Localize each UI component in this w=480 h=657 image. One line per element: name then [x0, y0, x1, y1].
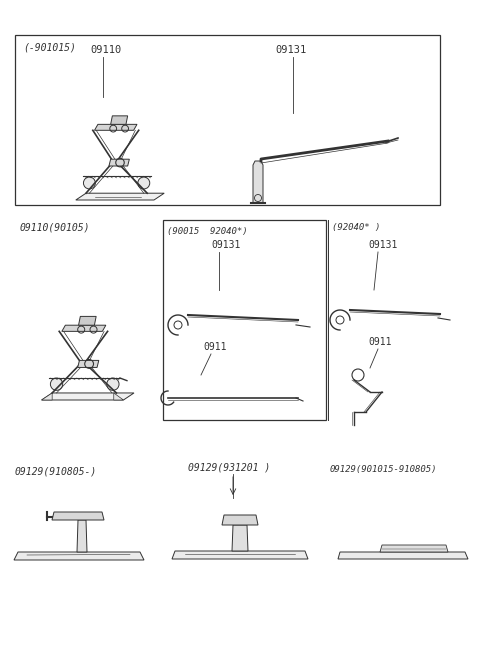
Circle shape — [84, 177, 96, 189]
Text: (92040* ): (92040* ) — [332, 223, 380, 232]
Polygon shape — [172, 551, 308, 559]
Text: 09129(901015-910805): 09129(901015-910805) — [330, 465, 437, 474]
Polygon shape — [52, 512, 104, 520]
Polygon shape — [14, 552, 144, 560]
Text: 0911: 0911 — [203, 342, 227, 352]
Text: 09131: 09131 — [211, 240, 240, 250]
Text: 0911: 0911 — [368, 337, 392, 347]
Text: (-901015): (-901015) — [23, 42, 76, 52]
Text: 09110(90105): 09110(90105) — [20, 222, 91, 232]
Bar — [15, 35, 440, 205]
Polygon shape — [42, 393, 52, 400]
Polygon shape — [62, 325, 106, 331]
Polygon shape — [109, 159, 129, 166]
Polygon shape — [253, 161, 263, 203]
Text: 09110: 09110 — [90, 45, 121, 55]
Polygon shape — [42, 393, 134, 400]
Polygon shape — [95, 124, 137, 130]
Polygon shape — [232, 525, 248, 551]
Circle shape — [107, 378, 119, 390]
Text: (90015  92040*): (90015 92040*) — [167, 227, 248, 236]
Polygon shape — [79, 317, 96, 325]
Circle shape — [50, 378, 63, 390]
Text: 09131: 09131 — [275, 45, 306, 55]
Text: 09129(931201 ): 09129(931201 ) — [188, 462, 270, 472]
Polygon shape — [78, 361, 99, 367]
Text: 09131: 09131 — [368, 240, 397, 250]
Polygon shape — [338, 552, 468, 559]
Text: 09129(910805-): 09129(910805-) — [15, 467, 97, 477]
Polygon shape — [77, 520, 87, 552]
Polygon shape — [222, 515, 258, 525]
Polygon shape — [380, 545, 448, 552]
Polygon shape — [111, 116, 128, 124]
Circle shape — [138, 177, 150, 189]
Polygon shape — [114, 393, 123, 400]
Bar — [163, 220, 326, 420]
Polygon shape — [76, 193, 164, 200]
